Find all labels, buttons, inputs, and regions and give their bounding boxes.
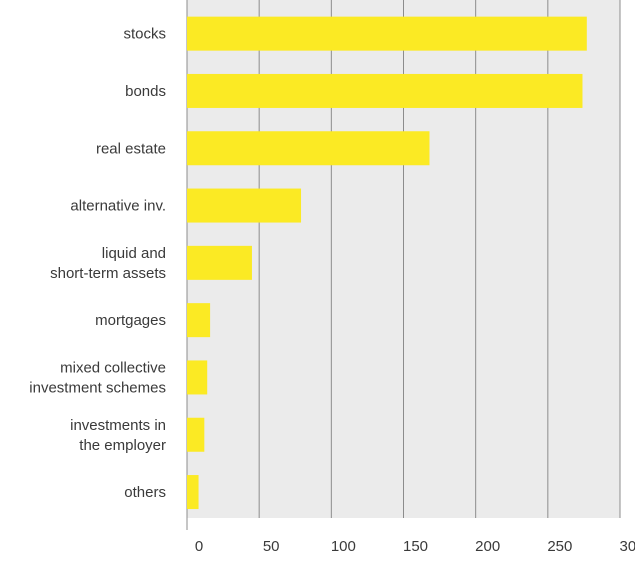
- x-tick-label-200: 200: [475, 538, 500, 555]
- category-label-3: alternative inv.: [70, 198, 166, 215]
- x-tick-label-300: 300: [619, 538, 635, 555]
- category-label-4-line-1: short-term assets: [50, 265, 166, 282]
- x-tick-label-150: 150: [403, 538, 428, 555]
- category-label-7-line-0: investments in: [70, 417, 166, 434]
- bar-6: [187, 360, 208, 395]
- category-label-6-line-1: investment schemes: [29, 379, 166, 396]
- category-label-4-line-0: liquid and: [102, 245, 166, 262]
- category-label-6-line-0: mixed collective: [60, 359, 166, 376]
- category-label-2: real estate: [96, 140, 166, 157]
- x-tick-label-50: 50: [263, 538, 280, 555]
- category-labels: stocks bonds real estate alternative inv. li…: [29, 26, 166, 501]
- category-label-7-line-1: the employer: [79, 437, 166, 454]
- bar-0: [187, 16, 587, 51]
- bar-5: [187, 303, 211, 338]
- category-label-8: others: [124, 484, 166, 501]
- bar-1: [187, 73, 583, 108]
- bar-8: [187, 475, 199, 510]
- bar-2: [187, 131, 430, 166]
- x-tick-label-0: 0: [195, 538, 203, 555]
- x-axis-ticks: 0 50 100 150 200 250 300: [195, 538, 635, 555]
- category-label-1: bonds: [125, 83, 166, 100]
- category-label-5: mortgages: [95, 312, 166, 329]
- x-tick-label-100: 100: [331, 538, 356, 555]
- x-tick-label-250: 250: [547, 538, 572, 555]
- bar-3: [187, 188, 302, 223]
- bar-7: [187, 417, 205, 452]
- bar-4: [187, 245, 252, 280]
- bars: [187, 16, 587, 510]
- category-label-0: stocks: [123, 26, 166, 43]
